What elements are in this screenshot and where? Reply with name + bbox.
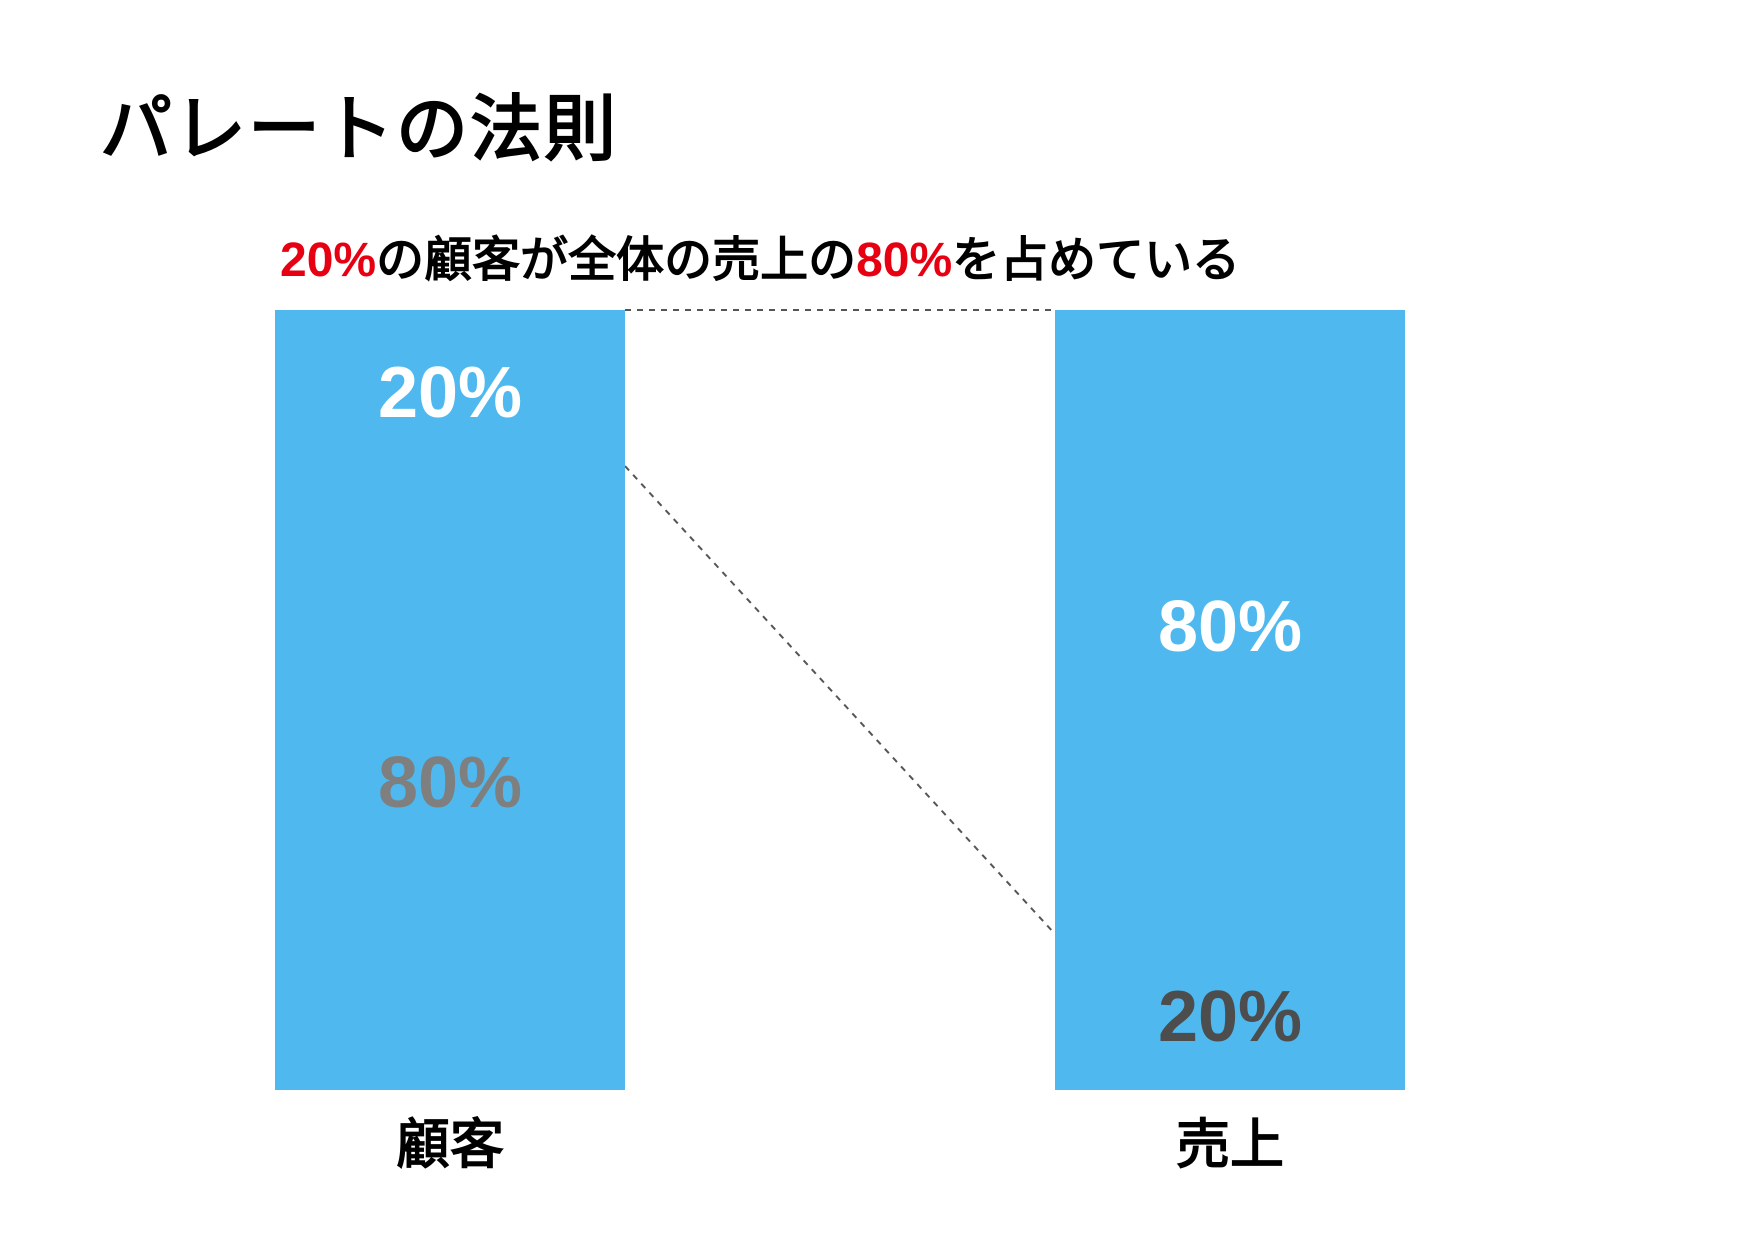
subtitle-part-0: 20% bbox=[280, 234, 376, 287]
right-bar-bottom-label: 20% bbox=[1055, 976, 1405, 1058]
connector-lines bbox=[625, 305, 1055, 939]
right-bar bbox=[1055, 310, 1405, 1090]
subtitle-part-2: 80% bbox=[856, 234, 952, 287]
right-bar-top-label: 80% bbox=[1055, 586, 1405, 668]
subtitle: 20%の顧客が全体の売上の80%を占めている bbox=[280, 220, 1240, 290]
right-axis-label: 売上 bbox=[1055, 1100, 1405, 1179]
subtitle-part-3: を占めている bbox=[952, 234, 1240, 287]
subtitle-part-1: の顧客が全体の売上の bbox=[376, 234, 856, 287]
page-title: パレートの法則 bbox=[100, 70, 618, 175]
left-bar-bottom-label: 80% bbox=[275, 742, 625, 824]
left-bar-top-label: 20% bbox=[275, 352, 625, 434]
left-axis-label: 顧客 bbox=[275, 1100, 625, 1179]
